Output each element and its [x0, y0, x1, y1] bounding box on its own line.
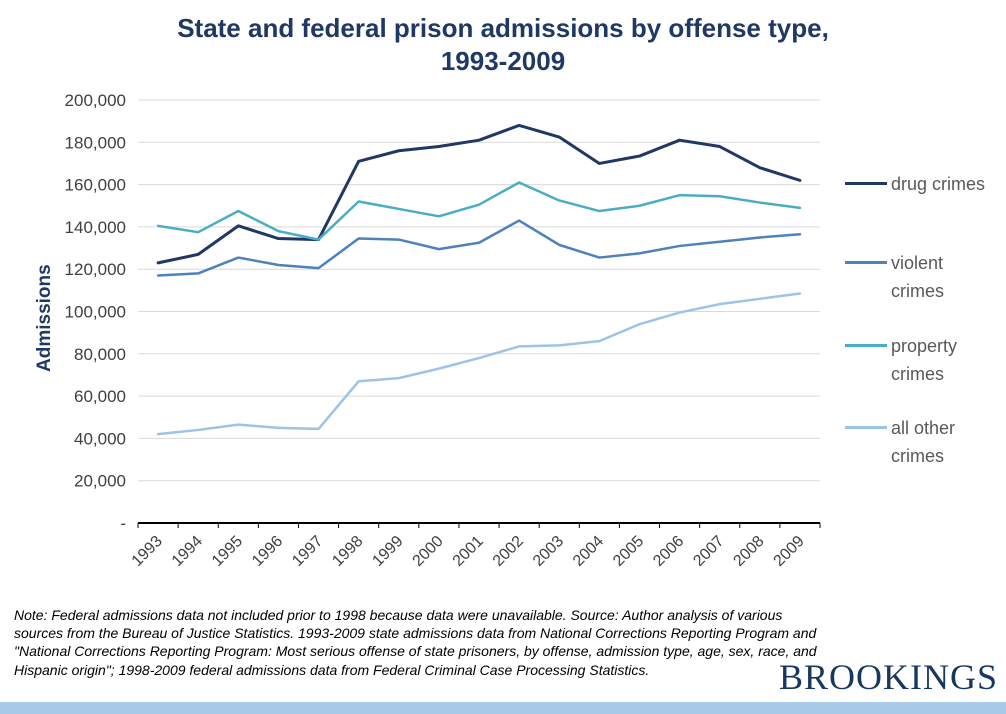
- chart-title-line1: State and federal prison admissions by o…: [177, 13, 829, 43]
- svg-text:2001: 2001: [450, 533, 487, 570]
- legend-item-violent-crimes: violent crimes: [845, 249, 999, 305]
- legend-swatch-property-crimes: [845, 344, 887, 347]
- note-text: Note: Federal admissions data not includ…: [14, 607, 817, 678]
- legend-item-drug-crimes: drug crimes: [845, 170, 999, 198]
- legend-swatch-drug-crimes: [845, 182, 887, 185]
- legend-label: property crimes: [891, 336, 958, 384]
- svg-text:1993: 1993: [129, 533, 166, 570]
- svg-text:2006: 2006: [650, 533, 687, 570]
- svg-text:2000: 2000: [410, 533, 447, 570]
- svg-text:20,000: 20,000: [74, 472, 126, 491]
- legend-label: all other crimes: [891, 418, 956, 466]
- svg-text:2005: 2005: [610, 533, 647, 570]
- svg-text:100,000: 100,000: [65, 303, 126, 322]
- svg-text:140,000: 140,000: [65, 218, 126, 237]
- svg-text:2008: 2008: [730, 533, 767, 570]
- svg-text:160,000: 160,000: [65, 176, 126, 195]
- chart-title-line2: 1993-2009: [440, 45, 566, 76]
- brookings-logo: BROOKINGS: [778, 657, 998, 697]
- svg-text:1998: 1998: [329, 533, 366, 570]
- legend-label: violent crimes: [891, 253, 944, 301]
- chart-title: State and federal prison admissions by o…: [0, 12, 1006, 77]
- svg-text:-: -: [120, 514, 126, 533]
- legend-swatch-violent-crimes: [845, 261, 887, 264]
- svg-text:2009: 2009: [771, 533, 808, 570]
- svg-text:120,000: 120,000: [65, 260, 126, 279]
- legend-label: drug crimes: [891, 174, 986, 194]
- svg-text:2007: 2007: [690, 533, 727, 570]
- legend-item-property-crimes: property crimes: [845, 332, 999, 388]
- footer-bar: [0, 702, 1006, 714]
- svg-text:1999: 1999: [369, 533, 406, 570]
- svg-text:2004: 2004: [570, 533, 607, 570]
- svg-text:2003: 2003: [530, 533, 567, 570]
- legend-swatch-all-other-crimes: [845, 426, 887, 429]
- legend-item-all-other-crimes: all other crimes: [845, 414, 999, 470]
- svg-text:80,000: 80,000: [74, 345, 126, 364]
- svg-text:1994: 1994: [169, 533, 206, 570]
- svg-text:60,000: 60,000: [74, 387, 126, 406]
- svg-text:1995: 1995: [209, 533, 246, 570]
- svg-text:2002: 2002: [490, 533, 527, 570]
- svg-text:180,000: 180,000: [65, 133, 126, 152]
- svg-text:40,000: 40,000: [74, 429, 126, 448]
- svg-text:1996: 1996: [249, 533, 286, 570]
- svg-text:1997: 1997: [289, 533, 326, 570]
- svg-text:200,000: 200,000: [65, 91, 126, 110]
